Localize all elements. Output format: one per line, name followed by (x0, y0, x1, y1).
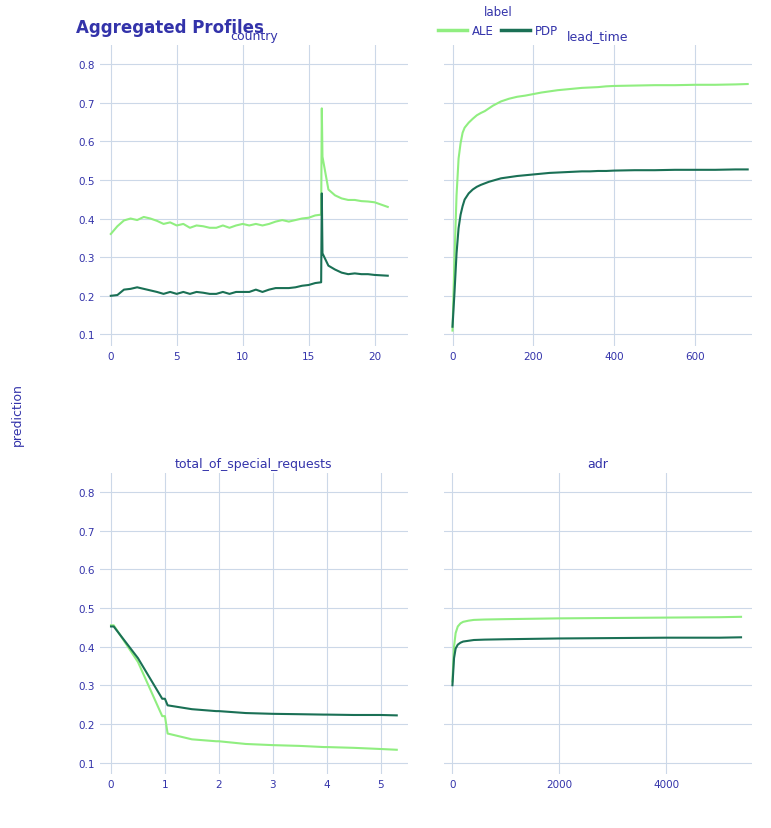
Text: Aggregated Profiles: Aggregated Profiles (76, 19, 264, 37)
Title: adr: adr (588, 458, 608, 470)
Text: prediction: prediction (11, 383, 23, 445)
Title: lead_time: lead_time (567, 30, 629, 43)
Legend: ALE, PDP: ALE, PDP (438, 7, 558, 38)
Title: total_of_special_requests: total_of_special_requests (175, 458, 332, 470)
Title: country: country (230, 30, 278, 43)
